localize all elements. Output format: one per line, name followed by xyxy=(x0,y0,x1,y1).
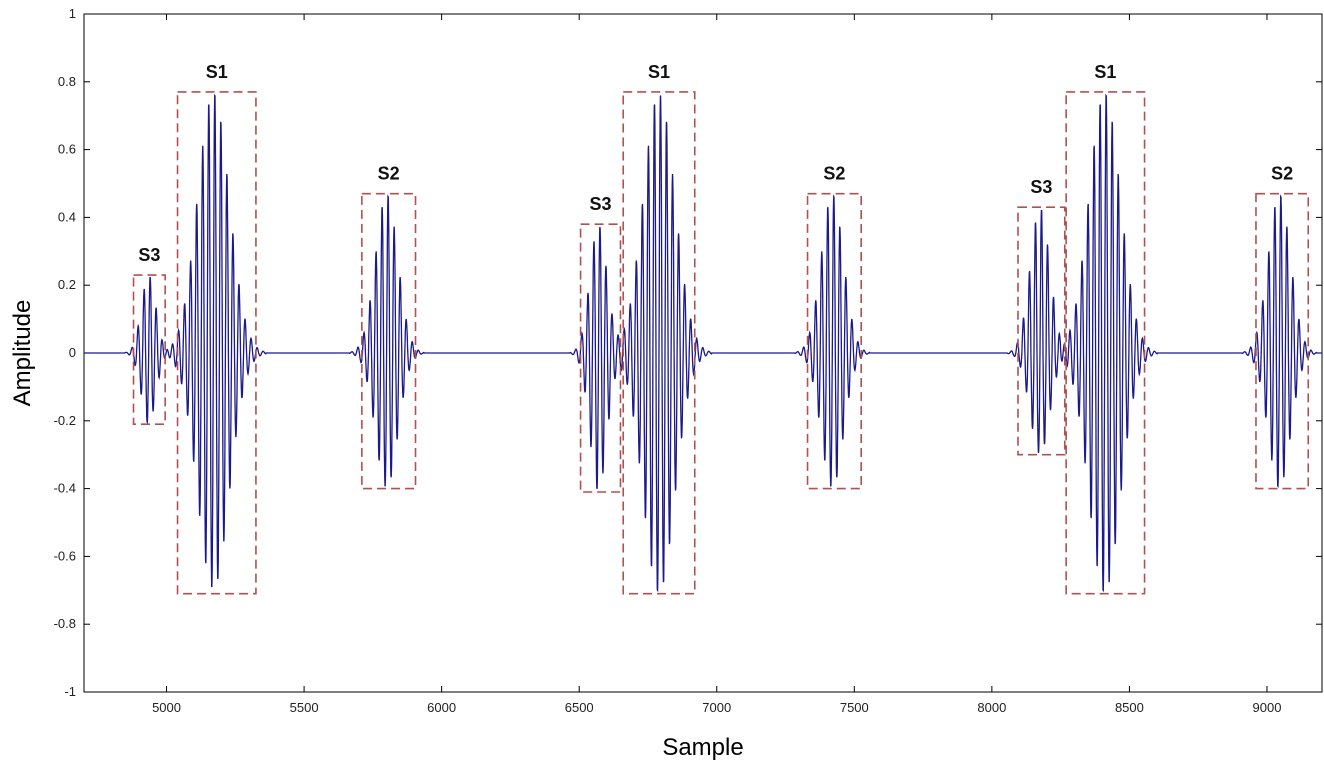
segment-box-s1 xyxy=(1065,91,1146,595)
segment-label-s1: S1 xyxy=(1094,62,1116,82)
x-tick-label: 9000 xyxy=(1253,700,1282,715)
signal-line xyxy=(84,93,1322,593)
x-tick-label: 5000 xyxy=(152,700,181,715)
segment-box-s1 xyxy=(622,91,696,595)
y-tick-label: 0.8 xyxy=(58,74,76,89)
segment-box-s3 xyxy=(132,274,166,425)
y-tick-label: -1 xyxy=(64,684,76,699)
segment-box-s3 xyxy=(579,223,622,493)
x-tick-label: 8000 xyxy=(977,700,1006,715)
y-tick-label: -0.6 xyxy=(54,548,76,563)
y-tick-label: -0.8 xyxy=(54,616,76,631)
segment-label-s3: S3 xyxy=(590,194,612,214)
segment-label-s3: S3 xyxy=(1030,177,1052,197)
segment-label-s3: S3 xyxy=(138,245,160,265)
y-tick-label: -0.2 xyxy=(54,413,76,428)
segment-label-s1: S1 xyxy=(648,62,670,82)
y-axis-title: Amplitude xyxy=(9,300,36,407)
y-tick-label: 0 xyxy=(69,345,76,360)
x-tick-label: 5500 xyxy=(290,700,319,715)
x-axis-title: Sample xyxy=(662,734,743,761)
x-tick-label: 6500 xyxy=(565,700,594,715)
y-tick-label: 0.2 xyxy=(58,277,76,292)
baseline-trace xyxy=(84,94,1322,592)
segment-label-s2: S2 xyxy=(378,164,400,184)
x-tick-label: 6000 xyxy=(427,700,456,715)
segment-label-s1: S1 xyxy=(206,62,228,82)
plot-area: 5000 5500 6000 6500 7000 7500 8000 8500 9000 -1 -0… xyxy=(54,6,1323,715)
segment-label-s2: S2 xyxy=(823,164,845,184)
segment-box-s2 xyxy=(806,192,862,490)
segment-box-s2 xyxy=(1255,192,1310,490)
x-tick-label: 7000 xyxy=(702,700,731,715)
segment-label-s2: S2 xyxy=(1271,164,1293,184)
x-tick-label: 8500 xyxy=(1115,700,1144,715)
x-tick-label: 7500 xyxy=(840,700,869,715)
y-tick-label: 0.4 xyxy=(58,209,76,224)
y-tick-label: 0.6 xyxy=(58,142,76,157)
segment-box-s3 xyxy=(1017,206,1066,456)
y-tick-label: -0.4 xyxy=(54,481,76,496)
segment-box-s2 xyxy=(361,192,417,490)
segment-box-s1 xyxy=(176,91,257,595)
y-tick-label: 1 xyxy=(69,6,76,21)
